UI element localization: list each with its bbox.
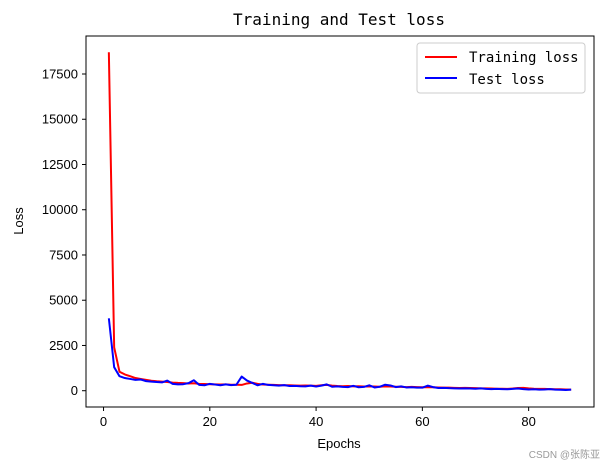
y-tick-label: 17500 xyxy=(42,67,78,82)
y-tick-label: 5000 xyxy=(49,293,78,308)
x-tick-label: 40 xyxy=(309,414,323,429)
x-tick-label: 80 xyxy=(521,414,535,429)
series-layer xyxy=(107,52,572,391)
y-tick-label: 12500 xyxy=(42,157,78,172)
x-axis-label: Epochs xyxy=(317,436,361,451)
series-line-training-loss xyxy=(107,52,572,391)
plot-frame xyxy=(85,35,595,408)
x-axis-ticks: 0 20 40 60 80 xyxy=(100,407,536,429)
series-line-test-loss xyxy=(107,318,572,391)
y-tick-label: 0 xyxy=(71,383,78,398)
x-tick-label: 0 xyxy=(100,414,107,429)
watermark: CSDN @张陈亚 xyxy=(529,448,600,461)
x-tick-label: 60 xyxy=(415,414,429,429)
legend: Training loss Test loss xyxy=(416,42,586,94)
x-tick-label: 20 xyxy=(203,414,217,429)
y-tick-label: 2500 xyxy=(49,338,78,353)
legend-label-training-loss: Training loss xyxy=(469,50,579,66)
plot-area: 0 20 40 60 80 0 2500 5000 7500 10000 12500 15000 17… xyxy=(42,35,595,429)
y-tick-label: 7500 xyxy=(49,247,78,262)
legend-box xyxy=(416,42,586,94)
chart-title: Training and Test loss xyxy=(233,10,445,29)
y-tick-label: 15000 xyxy=(42,112,78,127)
legend-label-test-loss: Test loss xyxy=(469,72,545,88)
y-tick-label: 10000 xyxy=(42,202,78,217)
y-axis-ticks: 0 2500 5000 7500 10000 12500 15000 17500 xyxy=(42,67,86,398)
y-axis-label: Loss xyxy=(11,207,26,235)
